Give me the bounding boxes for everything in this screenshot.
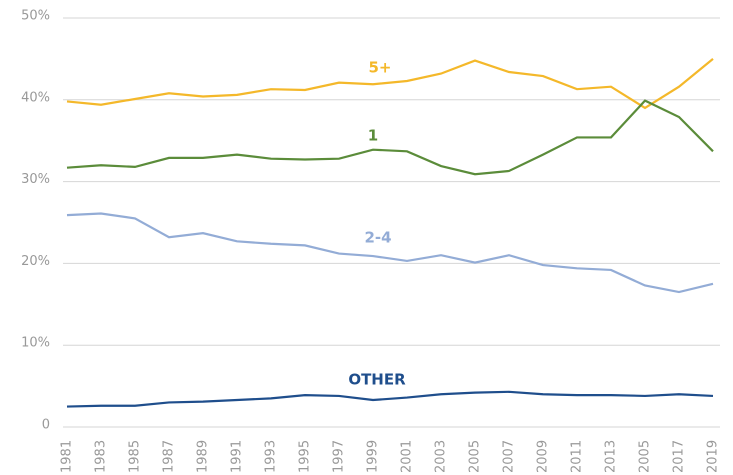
y-tick-label: 20% xyxy=(21,254,50,269)
y-tick-label: 0 xyxy=(42,418,50,433)
x-tick-label: 2005 xyxy=(638,440,653,473)
series-label: 2-4 xyxy=(364,229,391,247)
x-tick-label: 1981 xyxy=(60,440,75,473)
x-tick-label: 1999 xyxy=(366,440,381,473)
x-tick-label: 2005 xyxy=(468,440,483,473)
y-tick-label: 40% xyxy=(21,90,50,105)
x-tick-label: 2011 xyxy=(570,440,585,473)
x-tick-label: 2001 xyxy=(400,440,415,473)
x-tick-label: 1989 xyxy=(196,440,211,473)
x-tick-label: 1995 xyxy=(298,440,313,473)
y-tick-label: 50% xyxy=(21,9,50,24)
series-line xyxy=(66,99,714,176)
x-tick-label: 2013 xyxy=(604,440,619,473)
series-line xyxy=(66,212,714,294)
series-line xyxy=(66,58,714,110)
series-label: 5+ xyxy=(368,59,391,77)
x-tick-label: 2007 xyxy=(502,440,517,473)
x-tick-label: 1991 xyxy=(230,440,245,473)
x-tick-label: 2003 xyxy=(434,440,449,473)
x-tick-label: 1985 xyxy=(128,440,143,473)
x-tick-label: 2019 xyxy=(706,440,721,473)
x-tick-label: 2017 xyxy=(672,440,687,473)
x-tick-label: 1997 xyxy=(332,440,347,473)
y-tick-label: 10% xyxy=(21,336,50,351)
x-tick-label: 2009 xyxy=(536,440,551,473)
series-label: 1 xyxy=(368,127,378,145)
x-tick-label: 1983 xyxy=(94,440,109,473)
series-label: OTHER xyxy=(348,371,406,389)
series-line xyxy=(66,390,714,408)
x-tick-label: 1993 xyxy=(264,440,279,473)
y-tick-label: 30% xyxy=(21,172,50,187)
x-tick-label: 1987 xyxy=(162,440,177,473)
